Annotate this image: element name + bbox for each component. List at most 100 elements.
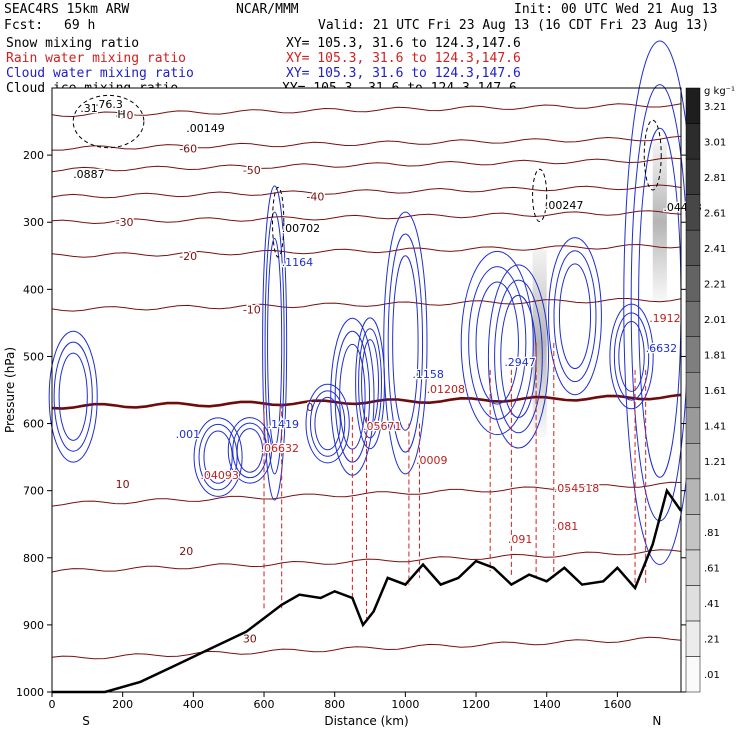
colorbar-swatch xyxy=(685,549,701,586)
colorbar-label: 2.41 xyxy=(704,244,726,255)
cloud-water-contour xyxy=(334,330,371,463)
colorbar-label: .61 xyxy=(704,564,720,575)
isotherm-label: -20 xyxy=(179,250,197,263)
colorbar-label: .81 xyxy=(704,528,720,539)
contour-annotation: .31 xyxy=(80,102,98,115)
contour-annotation: .00247 xyxy=(545,199,584,212)
init-time: Init: 00 UTC Wed 21 Aug 13 xyxy=(514,2,718,17)
contour-annotation: .1419 xyxy=(268,418,300,431)
colorbar-swatch xyxy=(685,514,701,551)
isotherm-label: 10 xyxy=(116,478,130,491)
isotherm-line xyxy=(51,157,682,173)
cloud-water-contour xyxy=(48,330,98,463)
isotherm-line xyxy=(51,243,682,258)
contour-annotation: .054518 xyxy=(554,482,600,495)
colorbar-label: .21 xyxy=(704,635,720,646)
field-xy-rain: XY= 105.3, 31.6 to 124.3,147.6 xyxy=(286,51,521,66)
colorbar-label: 1.81 xyxy=(704,350,726,361)
cloud-water-contour xyxy=(558,263,592,370)
colorbar-swatch xyxy=(685,87,701,124)
contour-annotation: .001 xyxy=(176,428,201,441)
shade-plume xyxy=(532,249,547,437)
contour-annotation: .05671 xyxy=(363,420,402,433)
cloud-water-contour xyxy=(305,383,350,464)
contour-annotation: .081 xyxy=(554,520,579,533)
field-label-snow: Snow mixing ratio xyxy=(6,36,140,51)
colorbar-label: 1.61 xyxy=(704,386,726,397)
colorbar-label: 2.81 xyxy=(704,173,726,184)
colorbar-swatch xyxy=(685,371,701,409)
colorbar-swatch xyxy=(685,443,701,480)
isotherm-line xyxy=(51,184,682,199)
isotherm-label: 20 xyxy=(179,545,193,558)
cloud-water-contour xyxy=(236,428,264,473)
x-axis-label: Distance (km) xyxy=(324,714,408,728)
contour-annotation: .00149 xyxy=(186,122,225,135)
x-tick-label: 0 xyxy=(49,698,56,711)
field-label-rain: Rain water mixing ratio xyxy=(6,51,187,66)
y-tick-label: 400 xyxy=(23,283,44,296)
cloud-water-contour xyxy=(460,250,534,436)
contour-annotation: H xyxy=(117,108,125,121)
isotherm-line xyxy=(51,549,682,573)
colorbar-swatch xyxy=(685,158,701,195)
x-tick-label: 200 xyxy=(112,698,133,711)
cloud-water-contour xyxy=(494,279,543,434)
isotherm-label: -10 xyxy=(243,303,261,316)
cloud-water-contour xyxy=(500,294,537,419)
cloud-water-contour xyxy=(487,264,549,449)
snow-contour xyxy=(643,119,662,191)
valid-time: Valid: 21 UTC Fri 23 Aug 13 (16 CDT Fri … xyxy=(318,18,710,33)
cloud-water-contour xyxy=(53,341,93,452)
contour-annotation: .01208 xyxy=(427,383,466,396)
contour-annotation: .2947 xyxy=(504,356,535,369)
isotherm-line xyxy=(51,636,682,660)
isotherm-label: -30 xyxy=(116,216,134,229)
shade-plume xyxy=(652,141,667,303)
colorbar-label: 2.61 xyxy=(704,208,726,219)
model-title: SEAC4RS 15km ARW xyxy=(4,2,130,17)
cloud-water-contour xyxy=(193,417,243,497)
colorbar-swatch xyxy=(685,585,701,622)
snow-contour xyxy=(272,186,285,258)
x-tick-label: 1400 xyxy=(533,698,561,711)
contour-annotation: .1158 xyxy=(412,368,444,381)
isotherm-line xyxy=(51,298,682,312)
cloud-water-contour xyxy=(264,211,285,475)
cloud-water-contour xyxy=(361,339,380,428)
fcst-value: 69 h xyxy=(64,18,96,33)
colorbar-label: 3.21 xyxy=(704,102,726,113)
left-end-label: S xyxy=(82,714,90,728)
x-tick-label: 1200 xyxy=(462,698,490,711)
isotherm-line xyxy=(52,135,682,151)
snow-contour xyxy=(72,94,145,149)
x-tick-label: 400 xyxy=(183,698,204,711)
contour-annotation: .0887 xyxy=(73,168,105,181)
y-axis-label: Pressure (hPa) xyxy=(3,347,17,433)
cloud-water-contour xyxy=(475,281,519,405)
y-tick-label: 700 xyxy=(23,485,44,498)
cloud-water-contour xyxy=(314,396,341,451)
cloud-water-contour xyxy=(548,237,602,396)
terrain-line xyxy=(52,487,683,694)
plot-area xyxy=(52,88,681,692)
cloud-water-contour xyxy=(383,211,428,475)
colorbar-swatch xyxy=(685,336,701,373)
isotherm-label: -60 xyxy=(179,142,197,155)
isotherm-label: 30 xyxy=(243,632,257,645)
colorbar-swatch xyxy=(685,229,701,266)
contour-annotation: .6632 xyxy=(646,342,678,355)
colorbar-label: 3.01 xyxy=(704,137,726,148)
cloud-water-contour xyxy=(468,266,527,420)
field-xy-snow: XY= 105.3, 31.6 to 124.3,147.6 xyxy=(286,36,521,51)
y-tick-label: 300 xyxy=(23,216,44,229)
isotherm-line xyxy=(51,393,682,410)
y-tick-label: 500 xyxy=(23,350,44,363)
contour-annotation: .0009 xyxy=(416,454,448,467)
colorbar-swatch xyxy=(685,300,701,337)
y-tick-label: 200 xyxy=(23,149,44,162)
y-tick-label: 900 xyxy=(23,619,44,632)
org-label: NCAR/MMM xyxy=(236,2,299,17)
contour-annotation: .04093 xyxy=(200,469,239,482)
colorbar-swatch xyxy=(685,478,701,515)
